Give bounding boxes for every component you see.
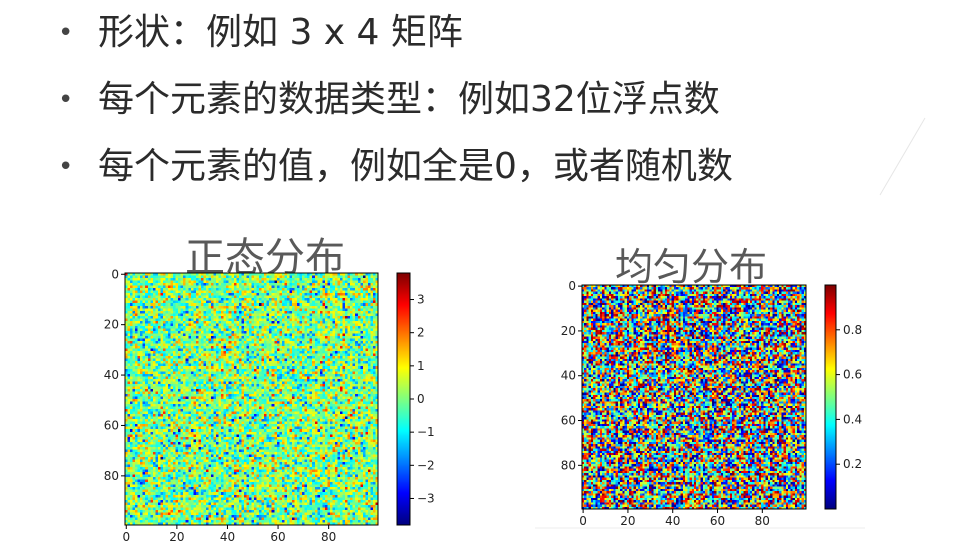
y-tick-label: 0 [111, 267, 119, 281]
heatmap-uniform-frame [581, 284, 807, 510]
heatmap-normal-cells [125, 273, 378, 525]
y-tick-label: 80 [561, 458, 576, 472]
y-tick-label: 20 [104, 318, 119, 332]
colorbar-tick-label: 0.4 [843, 412, 862, 426]
heatmap-normal: 0 20 40 60 80 0 20 40 60 80 3 2 1 0 −1 −2 −3 [104, 267, 435, 544]
heatmap-uniform: 0 20 40 60 80 0 20 40 60 80 0.8 0.6 0.4 0.2 [561, 279, 862, 528]
bullet-text-dtype: 每个元素的数据类型：例如32位浮点数 [98, 79, 720, 120]
x-tick-label: 0 [122, 530, 130, 544]
colorbar-tick-label: 2 [417, 326, 425, 340]
x-tick-label: 80 [755, 514, 770, 528]
heatmap-uniform-cells [582, 285, 806, 509]
bullet-text-shape: 形状：例如 3 x 4 矩阵 [98, 12, 463, 53]
x-tick-label: 80 [321, 530, 336, 544]
heatmap-normal-frame [124, 272, 379, 526]
x-tick-label: 20 [169, 530, 184, 544]
x-tick-label: 20 [620, 514, 635, 528]
bullet-dtype: • 每个元素的数据类型：例如32位浮点数 [58, 75, 733, 142]
colorbar-tick-label: 3 [417, 293, 425, 307]
y-tick-label: 40 [561, 369, 576, 383]
y-tick-label: 80 [104, 469, 119, 483]
x-tick-label: 40 [220, 530, 235, 544]
y-tick-label: 60 [104, 418, 119, 432]
bullet-text-values: 每个元素的值，例如全是0，或者随机数 [98, 146, 733, 187]
y-tick-label: 60 [561, 414, 576, 428]
colorbar-tick-label: 0 [417, 392, 425, 406]
bullet-shape: • 形状：例如 3 x 4 矩阵 [58, 8, 733, 75]
colorbar-tick-label: −2 [417, 458, 435, 472]
y-tick-label: 0 [568, 279, 576, 293]
colorbar-tick-label: 1 [417, 359, 425, 373]
colorbar-uniform [825, 285, 836, 509]
y-tick-label: 40 [104, 368, 119, 382]
colorbar-tick-label: 0.6 [843, 368, 862, 382]
bullet-glyph: • [58, 85, 74, 115]
bullet-values: • 每个元素的值，例如全是0，或者随机数 [58, 142, 733, 209]
bullet-glyph: • [58, 152, 74, 182]
x-tick-label: 0 [579, 514, 587, 528]
colorbar-uniform-frame [824, 284, 837, 510]
bullet-list: • 形状：例如 3 x 4 矩阵 • 每个元素的数据类型：例如32位浮点数 • … [58, 8, 733, 209]
colorbar-tick-label: 0.2 [843, 457, 862, 471]
y-tick-label: 20 [561, 324, 576, 338]
x-tick-label: 60 [710, 514, 725, 528]
decorative-line [879, 117, 926, 196]
bullet-glyph: • [58, 18, 74, 48]
chart-title-uniform: 均匀分布 [615, 245, 768, 289]
x-tick-label: 60 [270, 530, 285, 544]
colorbar-normal [397, 273, 410, 525]
colorbar-tick-label: −1 [417, 425, 435, 439]
x-tick-label: 40 [665, 514, 680, 528]
colorbar-tick-label: −3 [417, 491, 435, 505]
colorbar-tick-label: 0.8 [843, 323, 862, 337]
